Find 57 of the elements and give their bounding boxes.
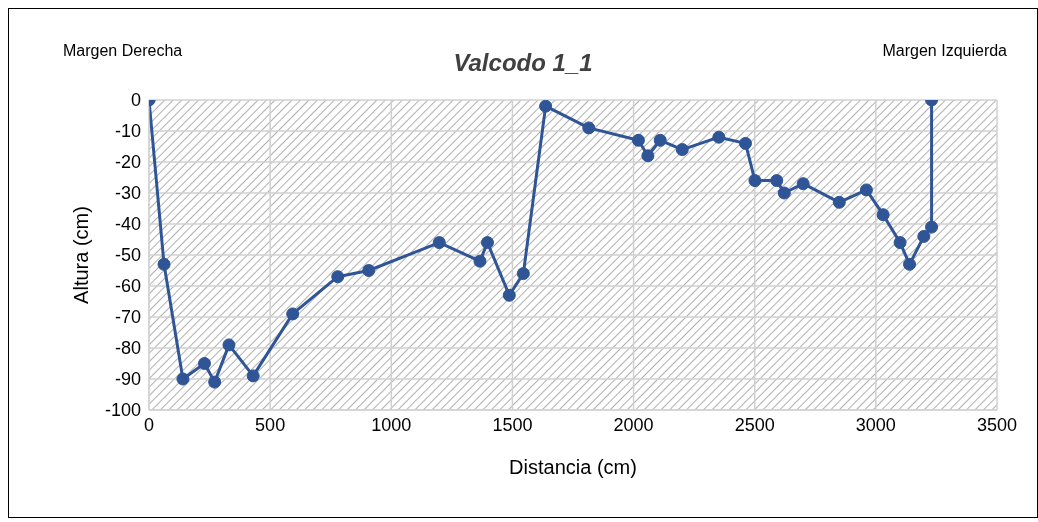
point <box>653 133 667 147</box>
x-tick-label: 2500 <box>734 414 775 435</box>
point <box>770 174 784 188</box>
point <box>516 267 530 281</box>
x-tick-label: 1500 <box>492 414 533 435</box>
point <box>473 254 487 268</box>
point <box>362 264 376 277</box>
point <box>208 375 222 389</box>
point <box>432 236 446 250</box>
y-tick-label: 0 <box>130 90 141 111</box>
x-tick-label: 0 <box>143 414 155 435</box>
text: Margen Izquierda <box>882 42 1007 60</box>
point <box>157 257 171 271</box>
point <box>286 307 300 321</box>
chart-title: Valcodo 1_1 <box>453 49 593 76</box>
text: Margen Derecha <box>63 42 183 60</box>
x-tick-label: 3500 <box>976 414 1018 435</box>
y-tick-label: -80 <box>114 338 141 359</box>
point <box>925 220 939 234</box>
point <box>859 183 873 197</box>
point <box>631 133 645 147</box>
point <box>748 174 762 188</box>
point <box>222 338 236 352</box>
y-tick-label: -50 <box>114 245 141 266</box>
y-tick-label: -60 <box>114 276 141 297</box>
y-tick-label: -20 <box>114 152 141 173</box>
point <box>176 372 190 386</box>
y-tick-label: -30 <box>114 183 141 204</box>
point <box>893 236 907 250</box>
point <box>480 236 494 250</box>
y-tick-label: -10 <box>114 121 141 142</box>
point <box>539 100 553 113</box>
y-tick-label: -90 <box>114 369 141 390</box>
y-tick-label: -70 <box>114 307 141 328</box>
point <box>796 177 810 191</box>
point <box>832 195 846 209</box>
x-tick-label: 2000 <box>613 414 654 435</box>
point <box>712 130 726 144</box>
point <box>675 143 689 157</box>
x-axis-title: Distancia (cm) <box>509 456 637 478</box>
point <box>331 270 345 284</box>
y-axis-title: Altura (cm) <box>70 206 93 304</box>
point <box>502 288 516 302</box>
point <box>197 357 211 370</box>
x-tick-label: 3000 <box>855 414 896 435</box>
point <box>917 229 931 243</box>
point <box>582 121 596 135</box>
point <box>777 186 791 200</box>
point <box>876 208 890 222</box>
point <box>739 136 753 150</box>
x-tick-label: 500 <box>255 414 286 435</box>
y-tick-label: -40 <box>114 214 141 235</box>
point <box>641 149 655 163</box>
y-tick-label: -100 <box>104 400 141 421</box>
x-tick-label: 1000 <box>371 414 412 435</box>
point <box>903 257 917 271</box>
point <box>246 369 260 383</box>
